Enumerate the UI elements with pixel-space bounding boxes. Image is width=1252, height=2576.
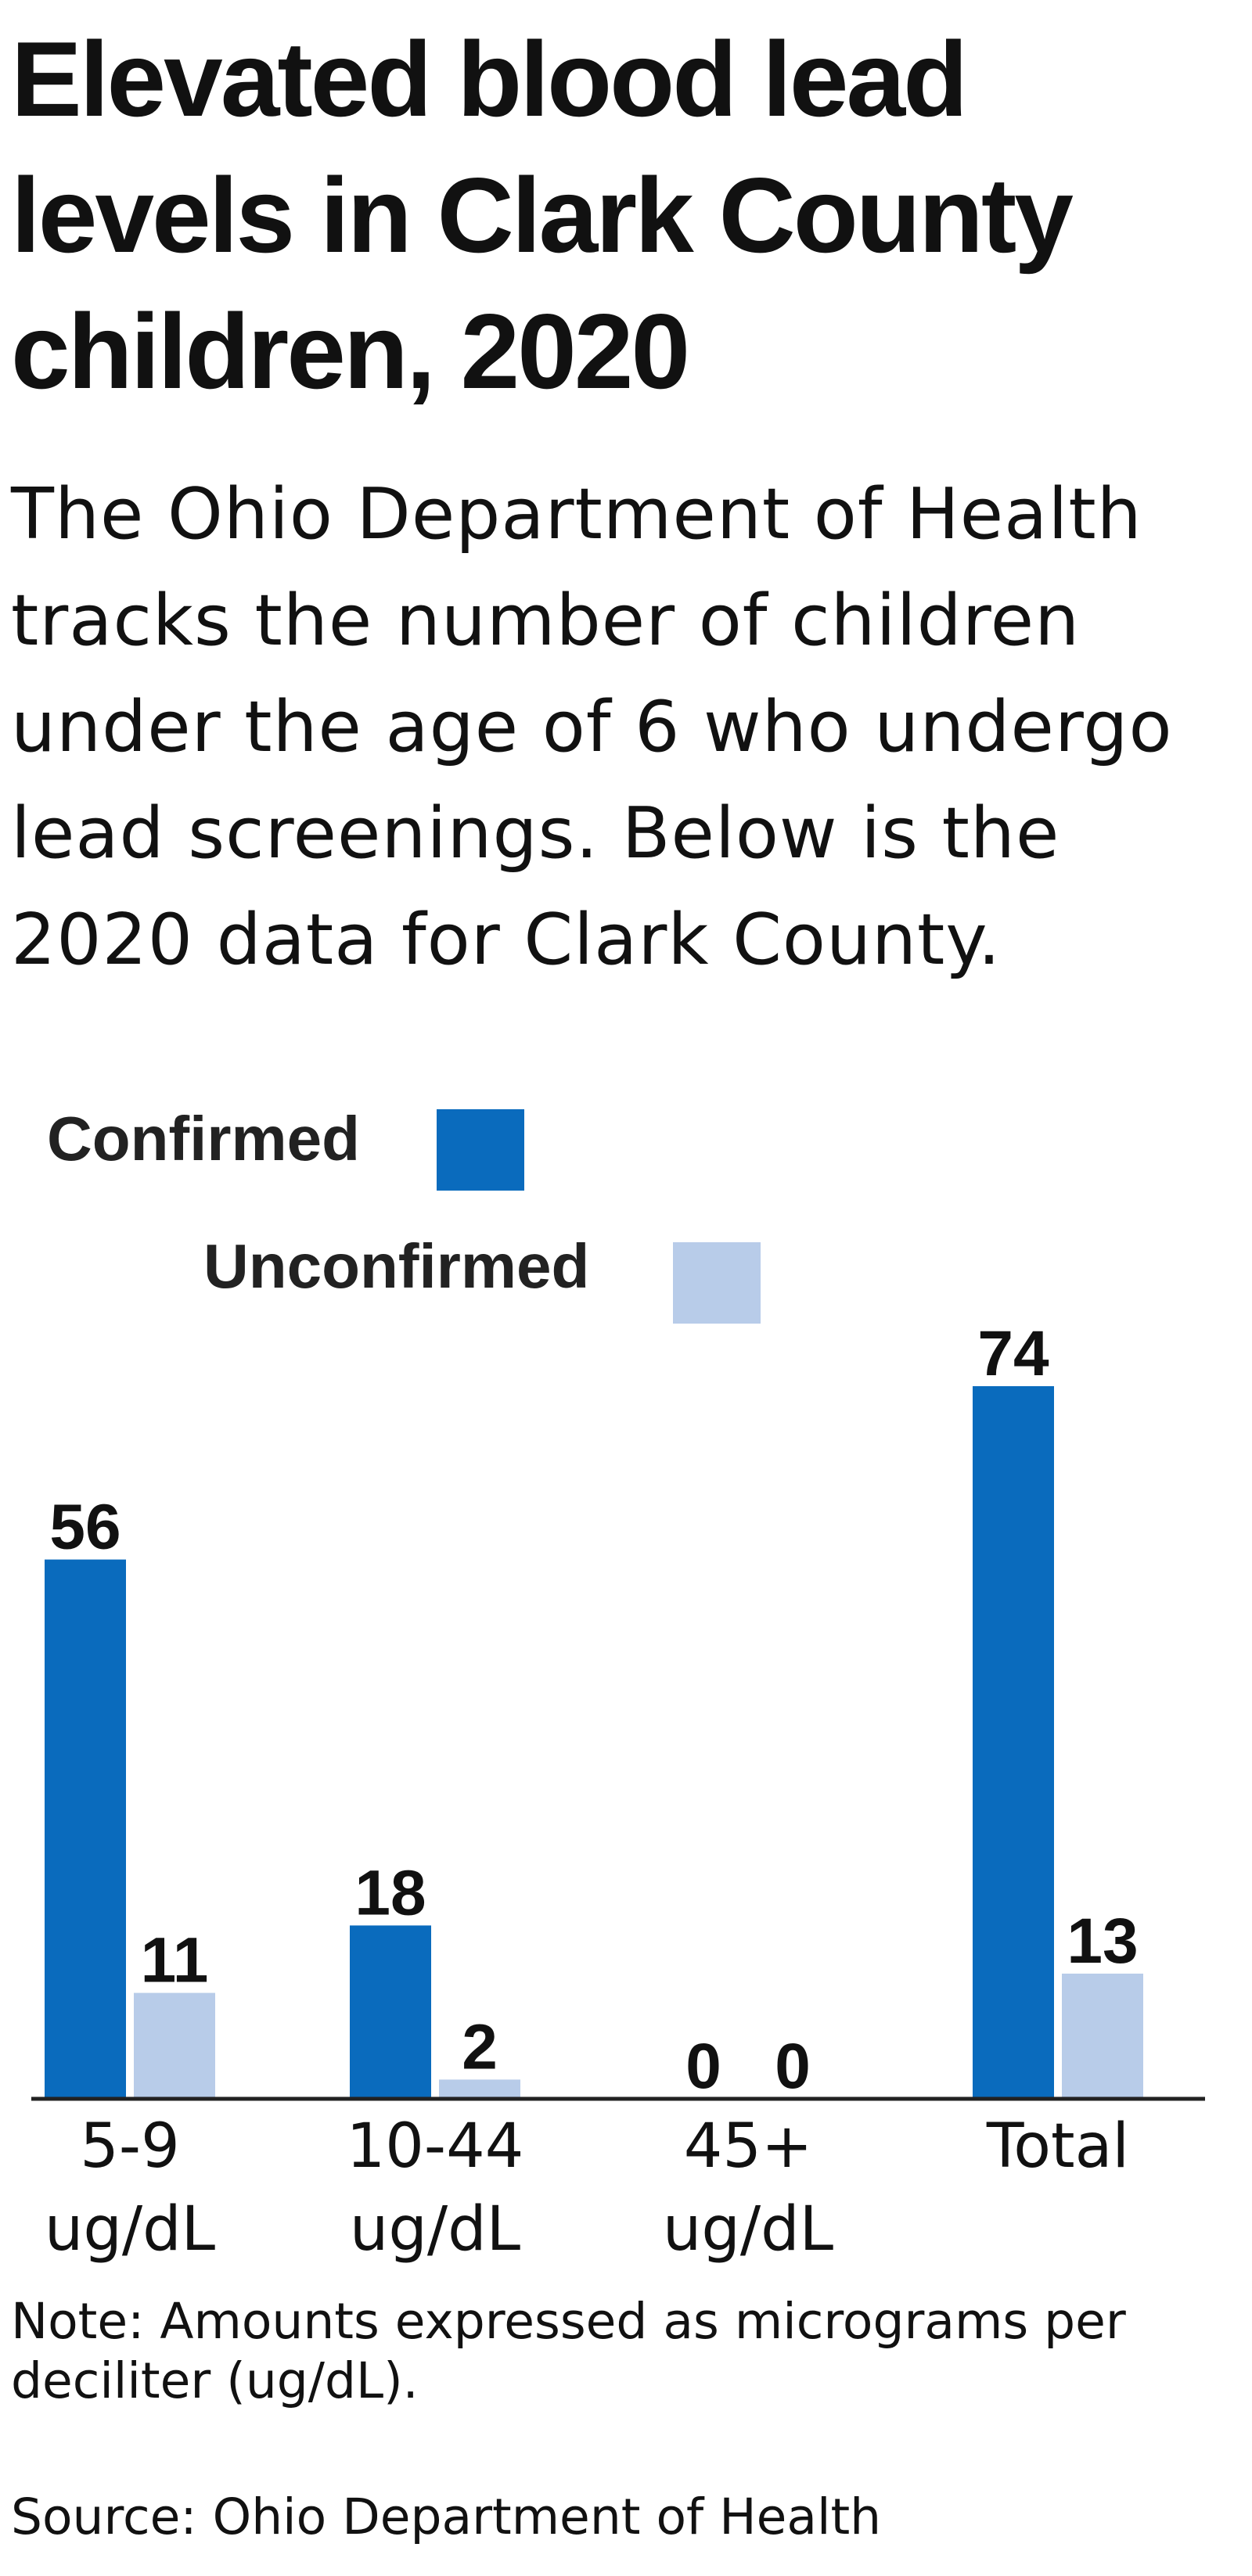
- value-label-confirmed-0: 56: [49, 1492, 121, 1563]
- x-axis-tick-labels: 5-9 ug/dL 10-44 ug/dL 45+ ug/dL Total: [45, 2111, 1129, 2265]
- value-label-confirmed-2: 0: [685, 2031, 721, 2102]
- legend-label-unconfirmed: Unconfirmed: [203, 1231, 589, 1301]
- bar-unconfirmed-3: [1062, 1973, 1143, 2099]
- x-tick-label-1-line-0: 10-44: [347, 2111, 524, 2182]
- x-tick-label-0-line-1: ug/dL: [45, 2194, 216, 2265]
- legend-swatch-unconfirmed: [673, 1242, 761, 1324]
- chart-bars: [45, 1386, 1143, 2099]
- bar-chart: Confirmed Unconfirmed 56 11 18 2 0 0 74 13 5-9 u…: [31, 1104, 1205, 2265]
- bar-unconfirmed-0: [134, 1992, 215, 2099]
- bar-confirmed-3: [973, 1386, 1054, 2099]
- legend-swatch-confirmed: [437, 1109, 524, 1191]
- x-tick-label-2-line-1: ug/dL: [663, 2194, 834, 2265]
- chart-value-labels: 56 11 18 2 0 0 74 13: [49, 1318, 1138, 2102]
- value-label-unconfirmed-0: 11: [141, 1925, 209, 1996]
- x-tick-label-1-line-1: ug/dL: [350, 2194, 521, 2265]
- bar-confirmed-1: [350, 1925, 431, 2099]
- bar-unconfirmed-1: [439, 2079, 520, 2099]
- chart-legend: Confirmed Unconfirmed: [47, 1104, 761, 1324]
- bar-confirmed-0: [45, 1559, 126, 2099]
- x-tick-label-0-line-0: 5-9: [80, 2111, 179, 2182]
- value-label-unconfirmed-3: 13: [1067, 1906, 1138, 1977]
- chart-note: Note: Amounts expressed as micrograms pe…: [11, 2293, 1126, 2409]
- value-label-unconfirmed-2: 0: [775, 2031, 811, 2102]
- chart-title: Elevated blood lead levels in Clark Coun…: [11, 20, 1074, 411]
- chart-source: Source: Ohio Department of Health: [11, 2488, 882, 2545]
- chart-subtitle: The Ohio Department of Health tracks the…: [11, 473, 1173, 981]
- value-label-confirmed-1: 18: [354, 1857, 426, 1928]
- x-tick-label-2-line-0: 45+: [684, 2111, 813, 2182]
- legend-label-confirmed: Confirmed: [47, 1104, 360, 1173]
- value-label-unconfirmed-1: 2: [462, 2011, 498, 2082]
- x-tick-label-3-line-0: Total: [986, 2111, 1129, 2182]
- value-label-confirmed-3: 74: [977, 1318, 1049, 1389]
